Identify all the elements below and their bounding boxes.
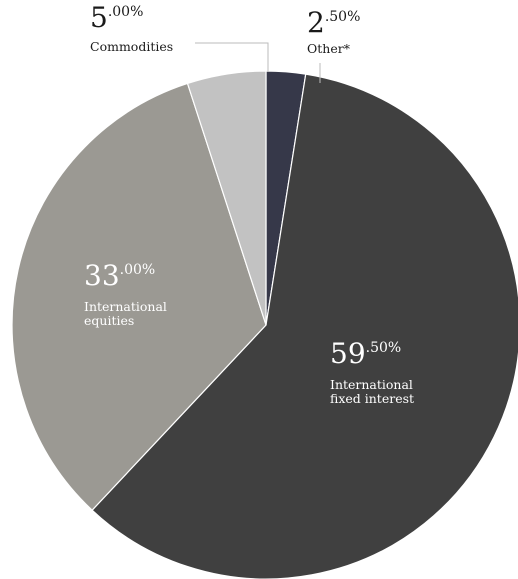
slice-label-equities: International	[84, 299, 167, 314]
pie-slices	[11, 70, 518, 579]
slice-value-dec: .00%	[108, 4, 144, 20]
slice-label-commodities: Commodities	[90, 39, 173, 54]
pie-slice-commodities	[186, 70, 267, 326]
slice-value-int: 5	[90, 1, 108, 34]
slice-value-int: 2	[307, 6, 325, 39]
slice-value-int: 59	[330, 337, 366, 370]
slice-label-other: Other*	[307, 41, 351, 56]
leader-lines	[195, 42, 321, 83]
slice-value-other: 2.50%	[307, 6, 360, 39]
slice-value-commodities: 5.00%	[90, 1, 143, 34]
slice-value-fixed: 59.50%	[330, 337, 401, 370]
slice-value-int: 33	[84, 259, 120, 292]
slice-value-equities: 33.00%	[84, 259, 155, 292]
slice-value-dec: .50%	[366, 340, 402, 356]
slice-value-dec: .00%	[120, 262, 156, 278]
leader-line-commodities	[195, 42, 269, 72]
pie-slice-fixed	[91, 73, 518, 579]
pie-slice-equities	[11, 82, 267, 512]
slice-label-equities: equities	[84, 313, 134, 328]
slice-value-dec: .50%	[325, 9, 361, 25]
slice-label-fixed: International	[330, 377, 413, 392]
slice-label-fixed: fixed interest	[330, 391, 414, 406]
